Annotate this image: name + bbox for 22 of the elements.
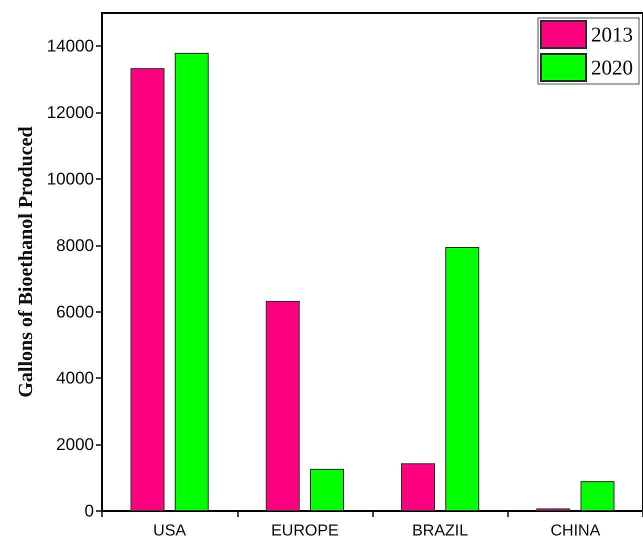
- x-tick-label: CHINA: [550, 522, 601, 540]
- legend-label: 2013: [591, 22, 633, 46]
- bar: [445, 247, 480, 511]
- y-tick-label: 10000: [46, 170, 94, 188]
- y-tick-label: 6000: [56, 302, 94, 322]
- y-axis-title: Gallons of Bioethanol Produced: [14, 126, 37, 398]
- bar: [580, 481, 614, 511]
- bar: [130, 68, 165, 511]
- bar: [310, 468, 344, 511]
- x-tick-label: EUROPE: [271, 522, 339, 540]
- bar: [401, 463, 436, 511]
- y-tick-label: 14000: [46, 36, 94, 56]
- x-tick-label: BRAZIL: [412, 522, 468, 540]
- y-tick-label: 2000: [56, 435, 94, 454]
- x-tick-label: USA: [153, 522, 186, 540]
- y-tick-label: 12000: [46, 103, 94, 122]
- y-tick-label: 4000: [56, 368, 94, 388]
- y-tick-label: 8000: [56, 236, 94, 255]
- bar: [174, 52, 209, 511]
- y-tick-label: 0: [84, 502, 94, 520]
- bar: [266, 300, 300, 511]
- legend-label: 2020: [591, 56, 633, 80]
